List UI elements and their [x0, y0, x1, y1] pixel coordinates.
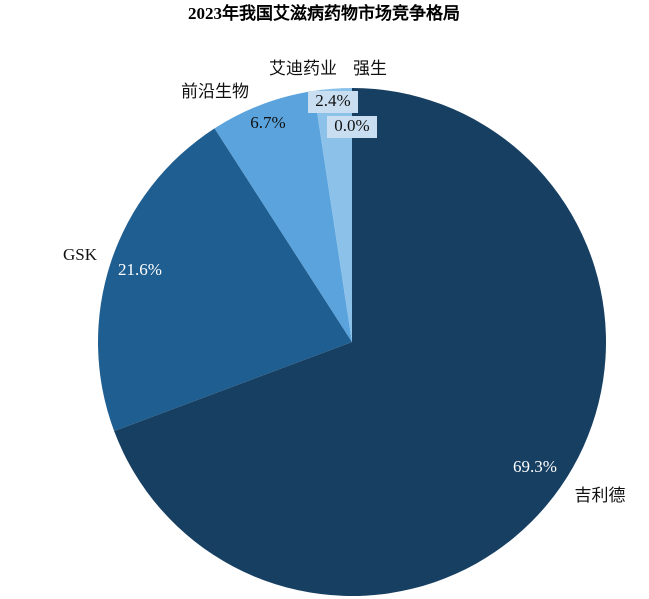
category-label: GSK	[63, 245, 98, 264]
label-background	[327, 116, 377, 138]
category-label: 前沿生物	[181, 82, 249, 101]
category-label: 艾迪药业	[269, 59, 337, 78]
value-label: 0.0%	[334, 116, 369, 135]
pie-slice	[98, 128, 352, 432]
value-label: 2.4%	[315, 91, 350, 110]
category-label: 强生	[353, 59, 387, 78]
pie-slice	[114, 88, 606, 597]
pie-slice	[313, 88, 352, 342]
chart-title: 2023年我国艾滋病药物市场竞争格局	[188, 3, 460, 23]
label-background	[308, 91, 358, 113]
category-label: 吉利德	[575, 486, 626, 505]
pie-slice	[214, 90, 352, 343]
value-label: 69.3%	[513, 457, 557, 476]
value-label: 21.6%	[118, 260, 162, 279]
value-label: 6.7%	[250, 113, 285, 132]
